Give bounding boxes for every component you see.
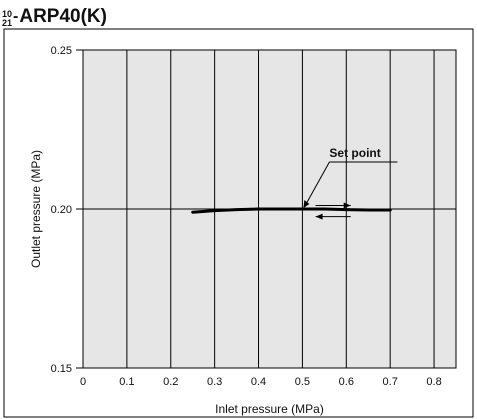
model-size-sub: 21 [2, 18, 13, 28]
series-layer [191, 207, 392, 214]
set-point-label: Set point [329, 146, 380, 160]
x-tick-label: 0.6 [339, 376, 354, 388]
x-tick-label: 0.1 [119, 376, 134, 388]
chart-title: 10 21 - ARP40(K) [2, 0, 107, 28]
title-dash: - [13, 8, 19, 25]
x-tick-label: 0.5 [295, 376, 310, 388]
series-line [191, 207, 392, 214]
direction-arrowhead-left [315, 213, 323, 220]
model-size-sup: 10 [2, 9, 13, 19]
x-tick-label: 0.2 [163, 376, 178, 388]
set-point-pointer-line [303, 161, 330, 208]
set-point-arrowhead [303, 200, 310, 208]
y-tick-label: 0.15 [51, 363, 72, 375]
model-size-fraction: 10 21 [2, 10, 12, 28]
x-tick-label: 0.7 [383, 376, 398, 388]
x-tick-label: 0.3 [207, 376, 222, 388]
y-tick-label: 0.25 [51, 45, 72, 57]
x-tick-label: 0 [80, 376, 86, 388]
x-tick-label: 0.4 [251, 376, 266, 388]
model-name: ARP40(K) [19, 6, 107, 27]
direction-arrowhead-right [343, 202, 351, 209]
axis-layer: 0 0.1 0.2 0.3 0.4 0.5 0.6 0.7 0.8 0.15 0.20 0.25 [51, 45, 442, 388]
y-tick-label: 0.20 [51, 204, 72, 216]
x-axis-label: Inlet pressure (MPa) [215, 402, 324, 416]
x-tick-label: 0.8 [426, 376, 441, 388]
annotation-layer: Set point [303, 146, 398, 220]
plot-border [82, 49, 457, 369]
y-axis-label: Outlet pressure (MPa) [29, 150, 43, 268]
